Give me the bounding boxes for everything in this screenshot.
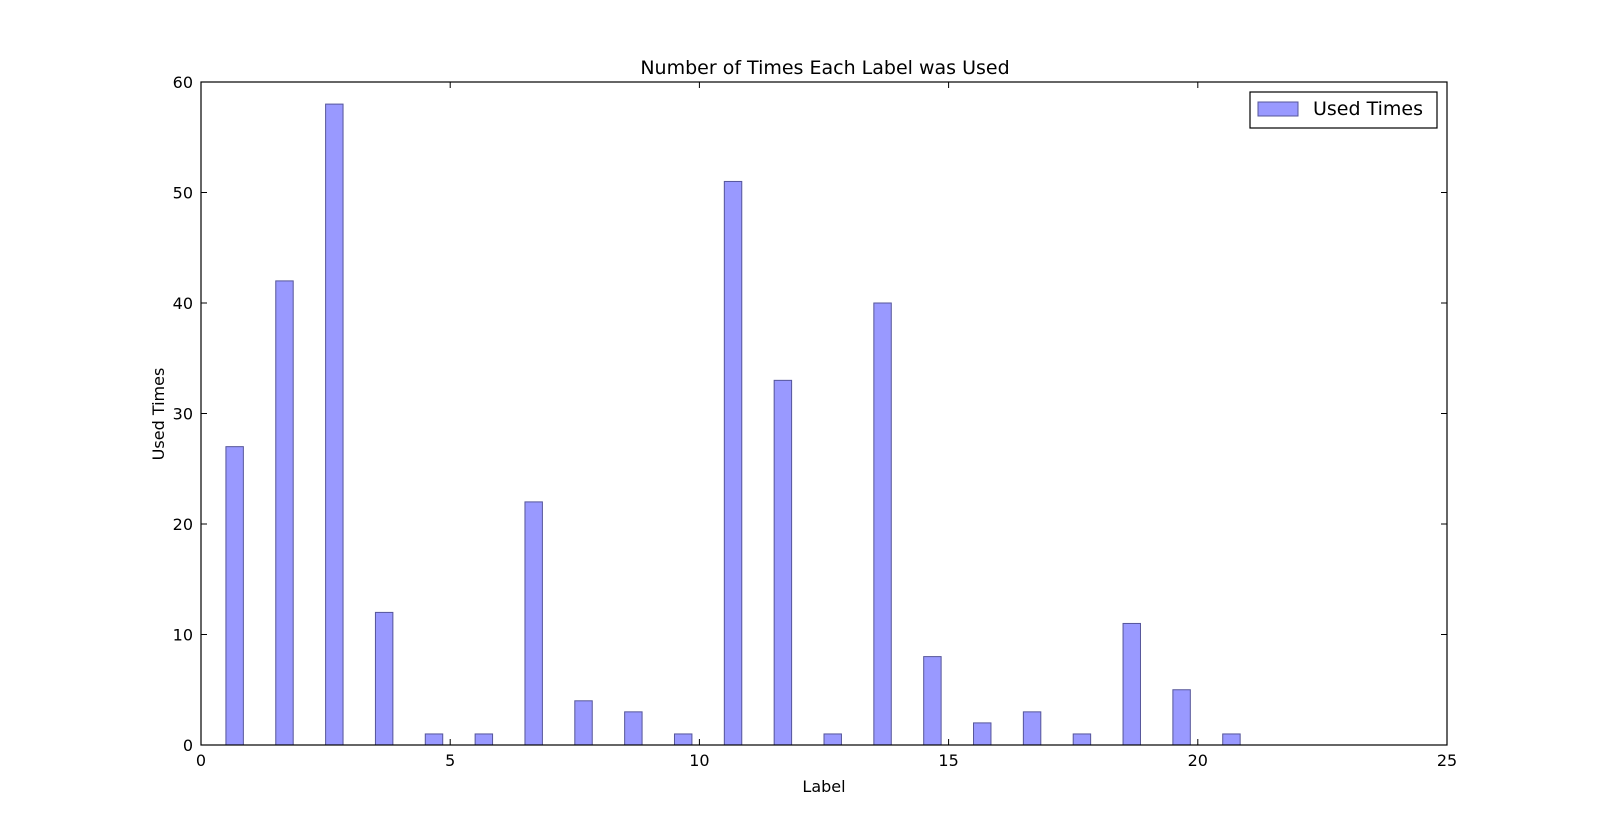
x-tick-label: 5 [445,751,455,770]
bar [275,280,294,746]
y-tick-label: 30 [173,405,193,424]
legend-label: Used Times [1313,98,1423,120]
bar [325,103,344,746]
x-axis-label: Label [802,777,845,796]
x-tick-label: 20 [1188,751,1208,770]
legend-swatch [1257,101,1299,117]
bar [1172,689,1191,746]
x-tick-label: 0 [196,751,206,770]
bar [973,722,992,746]
x-tick-label: 10 [689,751,709,770]
bar [1022,711,1042,746]
chart-title: Number of Times Each Label was Used [640,57,1009,79]
bar [424,733,444,746]
bar [673,733,693,746]
bar [624,711,643,746]
bar [1072,733,1092,746]
y-tick-label: 50 [173,184,193,203]
y-axis-label: Used Times [149,368,168,461]
bar [873,302,892,746]
bar [1222,733,1241,746]
x-tick-label: 25 [1437,751,1457,770]
bar [474,733,494,746]
bar [1122,622,1141,746]
y-tick-label: 40 [173,294,193,313]
y-tick-label: 60 [173,73,193,92]
bar [225,446,244,746]
bar [773,379,793,746]
bars-group [225,103,1241,746]
y-tick-label: 0 [183,736,193,755]
ticks-group: 0 5 10 15 20 25 0 10 20 30 40 50 60 [173,73,1458,770]
legend: Used Times [1249,91,1438,129]
bar [923,656,942,746]
bar [723,180,743,746]
legend-box [1249,91,1438,129]
x-tick-label: 15 [938,751,958,770]
y-tick-label: 10 [173,626,193,645]
y-tick-label: 20 [173,515,193,534]
bar [574,700,593,746]
bar [823,733,842,746]
bar [524,501,543,746]
bar [374,611,394,746]
